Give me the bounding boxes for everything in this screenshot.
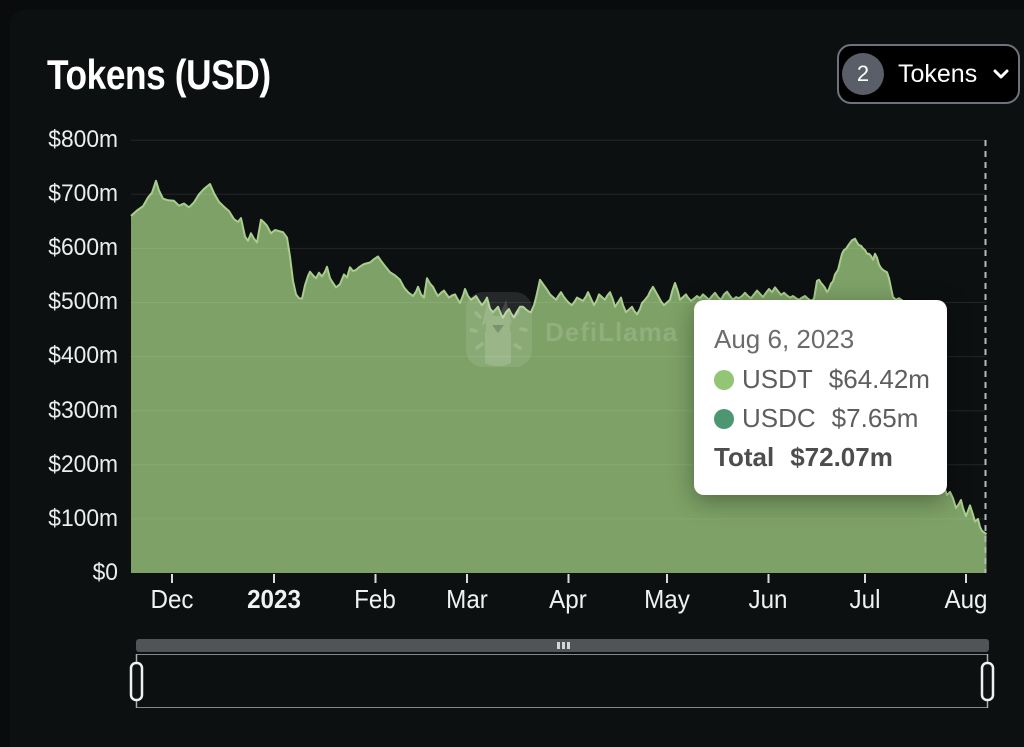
svg-text:DefiLlama: DefiLlama <box>545 317 678 347</box>
